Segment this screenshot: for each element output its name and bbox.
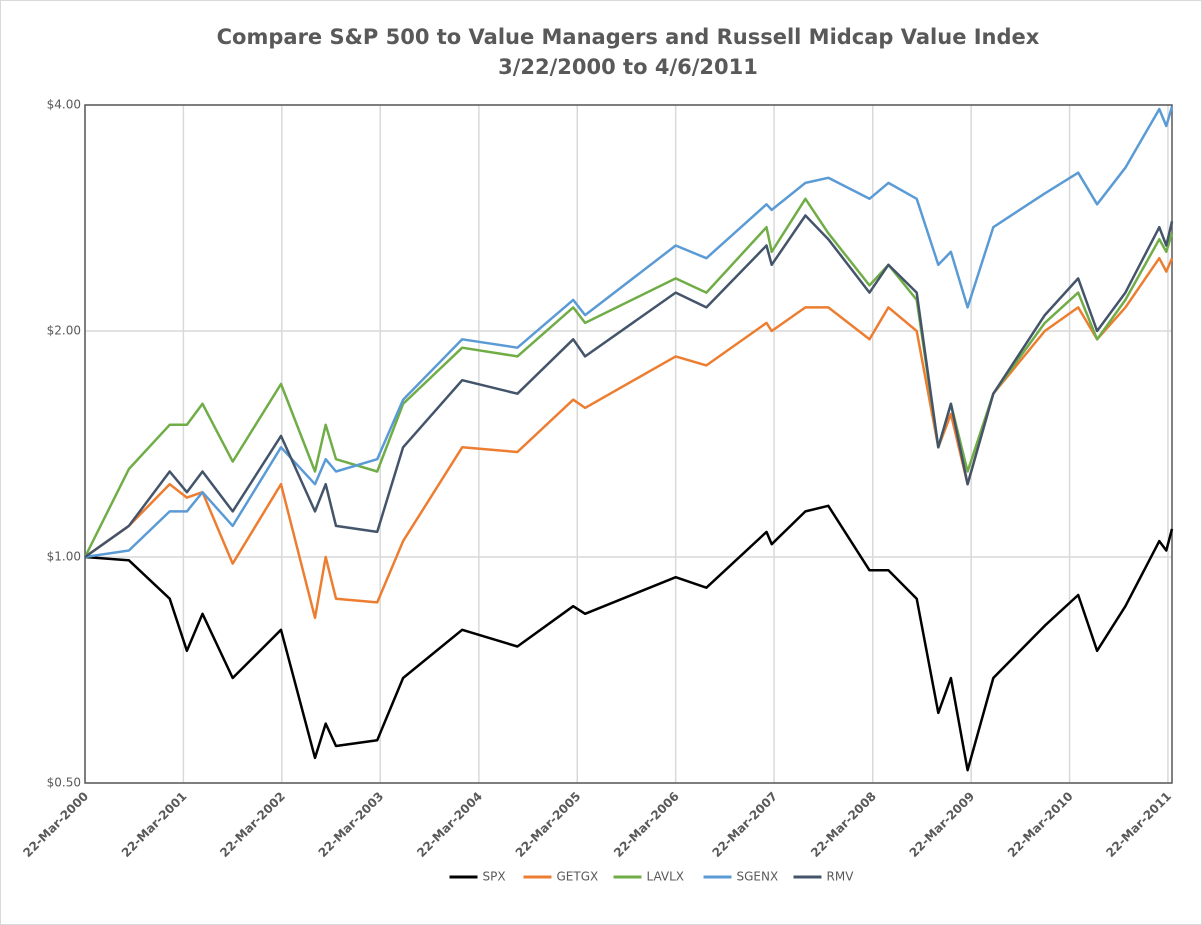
series-line (84, 214, 1174, 559)
legend-label: SPX (483, 870, 506, 884)
series-line (84, 256, 1174, 620)
legend-label: GETGX (557, 870, 599, 884)
y-tick-label: $4.00 (47, 98, 81, 112)
series-line (84, 504, 1174, 772)
chart-subtitle: 3/22/2000 to 4/6/2011 (498, 55, 758, 79)
series-line (83, 197, 1174, 558)
legend-label: LAVLX (647, 870, 685, 884)
legend-label: SGENX (737, 870, 779, 884)
plot-border (84, 104, 1173, 784)
chart-title: Compare S&P 500 to Value Managers and Ru… (217, 25, 1040, 49)
y-tick-label: $0.50 (47, 776, 81, 790)
legend-label: RMV (827, 870, 855, 884)
y-tick-label: $2.00 (47, 324, 81, 338)
series-line (84, 106, 1174, 559)
y-tick-label: $1.00 (47, 550, 81, 564)
